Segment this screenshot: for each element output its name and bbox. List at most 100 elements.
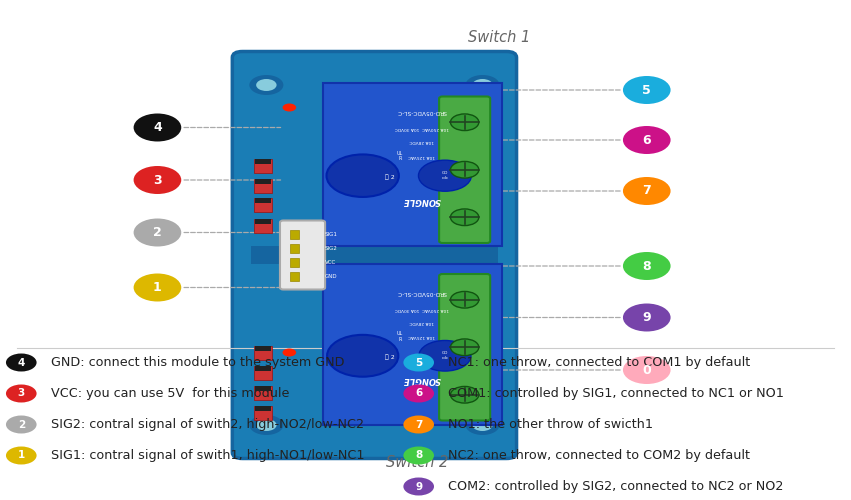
Bar <box>255 178 271 184</box>
Circle shape <box>623 252 671 280</box>
Circle shape <box>134 166 181 194</box>
Circle shape <box>450 162 479 178</box>
Circle shape <box>419 160 471 191</box>
Bar <box>255 386 271 391</box>
Text: SIG1: SIG1 <box>325 232 338 237</box>
Circle shape <box>6 446 37 464</box>
Circle shape <box>6 384 37 402</box>
Circle shape <box>450 292 479 308</box>
Text: 4: 4 <box>153 121 162 134</box>
Circle shape <box>256 419 277 431</box>
Bar <box>290 258 299 266</box>
Bar <box>255 158 271 164</box>
Circle shape <box>403 416 434 434</box>
Bar <box>255 406 271 411</box>
Bar <box>254 198 272 212</box>
Text: GD
cdc: GD cdc <box>442 172 448 180</box>
Text: 8: 8 <box>415 450 422 460</box>
Text: SIG2: contral signal of swith2, high-NO2/low-NC2: SIG2: contral signal of swith2, high-NO2… <box>51 418 364 431</box>
Text: 0: 0 <box>643 364 651 376</box>
Circle shape <box>327 154 399 197</box>
Bar <box>254 178 272 192</box>
Circle shape <box>403 446 434 464</box>
Text: Switch 1: Switch 1 <box>468 30 531 45</box>
Bar <box>254 346 272 360</box>
Text: GND: connect this module to the system GND: GND: connect this module to the system G… <box>51 356 345 369</box>
Circle shape <box>450 339 479 355</box>
Text: NO1: the other throw of swicth1: NO1: the other throw of swicth1 <box>448 418 654 431</box>
Text: 4: 4 <box>18 358 25 368</box>
Circle shape <box>450 114 479 130</box>
Circle shape <box>134 218 181 246</box>
Text: 9: 9 <box>643 311 651 324</box>
FancyBboxPatch shape <box>280 220 325 290</box>
Text: Ⓡ 2: Ⓡ 2 <box>385 174 394 180</box>
Text: Switch 2: Switch 2 <box>386 455 448 470</box>
Bar <box>254 406 272 420</box>
Text: 10A 28VDC: 10A 28VDC <box>409 320 434 324</box>
Bar <box>254 386 272 400</box>
Text: 1: 1 <box>18 450 25 460</box>
Circle shape <box>134 114 181 141</box>
Bar <box>254 158 272 172</box>
Circle shape <box>623 76 671 104</box>
Text: GND: GND <box>325 274 338 280</box>
FancyBboxPatch shape <box>232 52 517 458</box>
FancyBboxPatch shape <box>439 274 490 420</box>
FancyBboxPatch shape <box>323 82 502 246</box>
Text: 5: 5 <box>643 84 651 96</box>
Circle shape <box>472 79 493 91</box>
Text: SONGLE: SONGLE <box>403 196 441 204</box>
Circle shape <box>6 416 37 434</box>
Text: 10A 125VAC: 10A 125VAC <box>408 334 435 338</box>
Text: 3: 3 <box>18 388 25 398</box>
Text: 6: 6 <box>643 134 651 146</box>
Circle shape <box>419 340 471 371</box>
Text: 10A 250VAC  10A 30VDC: 10A 250VAC 10A 30VDC <box>395 307 448 311</box>
Circle shape <box>249 75 283 95</box>
Circle shape <box>472 419 493 431</box>
Circle shape <box>403 354 434 372</box>
Bar <box>290 272 299 280</box>
Bar <box>251 246 498 264</box>
Text: COM2: controlled by SIG2, connected to NC2 or NO2: COM2: controlled by SIG2, connected to N… <box>448 480 784 493</box>
Circle shape <box>403 478 434 496</box>
Bar <box>255 346 271 351</box>
Text: 9: 9 <box>415 482 422 492</box>
Circle shape <box>134 274 181 301</box>
Circle shape <box>283 348 296 356</box>
Bar <box>255 218 271 224</box>
Circle shape <box>450 209 479 226</box>
Bar <box>254 218 272 232</box>
Text: SONGLE: SONGLE <box>403 376 441 384</box>
Text: SIG2: SIG2 <box>325 246 338 252</box>
Bar <box>255 366 271 371</box>
Circle shape <box>283 104 296 112</box>
Text: 6: 6 <box>415 388 422 398</box>
Circle shape <box>623 304 671 332</box>
Circle shape <box>623 356 671 384</box>
Text: 10A 28VDC: 10A 28VDC <box>409 140 434 143</box>
Text: 2: 2 <box>18 420 25 430</box>
Text: COM1: controlled by SIG1, connected to NC1 or NO1: COM1: controlled by SIG1, connected to N… <box>448 387 785 400</box>
Bar <box>290 230 299 238</box>
Circle shape <box>249 415 283 435</box>
Text: Ⓡ 2: Ⓡ 2 <box>385 354 394 360</box>
Circle shape <box>623 126 671 154</box>
FancyBboxPatch shape <box>439 96 490 243</box>
Text: UL
R: UL R <box>397 331 403 342</box>
Text: 10A 125VAC: 10A 125VAC <box>408 154 435 158</box>
Text: 1: 1 <box>153 281 162 294</box>
Circle shape <box>6 354 37 372</box>
Bar <box>254 366 272 380</box>
Text: 5: 5 <box>415 358 422 368</box>
Text: 7: 7 <box>643 184 651 198</box>
Text: GD
cdc: GD cdc <box>442 352 448 360</box>
Circle shape <box>256 79 277 91</box>
FancyBboxPatch shape <box>323 264 502 425</box>
Text: 8: 8 <box>643 260 651 272</box>
Text: SRD-05VDC-SL-C: SRD-05VDC-SL-C <box>397 110 447 114</box>
Circle shape <box>327 335 398 376</box>
Bar <box>290 244 299 252</box>
Text: 2: 2 <box>153 226 162 239</box>
